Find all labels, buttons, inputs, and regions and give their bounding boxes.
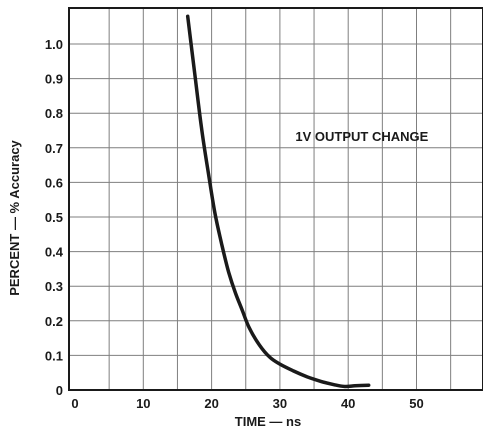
y-tick-label: 0 [56,383,63,398]
annotation-label: 1V OUTPUT CHANGE [295,129,428,144]
x-tick-label: 10 [136,396,150,411]
x-tick-label: 50 [409,396,423,411]
y-tick-label: 0.1 [45,348,63,363]
y-tick-label: 0.4 [45,245,64,260]
tick-labels: 0 0.1 0.2 0.3 0.4 0.5 0.6 0.7 0.8 0.9 1.0 0 10 20 30 40… [45,37,424,411]
x-tick-label: 40 [341,396,355,411]
y-tick-label: 0.6 [45,175,63,190]
annotations: 1V OUTPUT CHANGE [295,129,428,144]
y-tick-label: 0.8 [45,106,63,121]
x-tick-label: 20 [204,396,218,411]
y-tick-label: 0.5 [45,210,63,225]
x-tick-label: 30 [273,396,287,411]
y-axis-title: PERCENT — % Accuracy [7,139,22,295]
plot-frame [68,7,483,391]
grid [69,8,483,390]
y-tick-label: 1.0 [45,37,63,52]
series-layer [185,14,371,389]
series-line [185,14,371,389]
y-tick-label: 0.9 [45,72,63,87]
y-tick-label: 0.2 [45,314,63,329]
x-axis-title: TIME — ns [235,414,301,429]
y-tick-label: 0.3 [45,279,63,294]
x-tick-label: 0 [71,396,78,411]
y-tick-label: 0.7 [45,141,63,156]
